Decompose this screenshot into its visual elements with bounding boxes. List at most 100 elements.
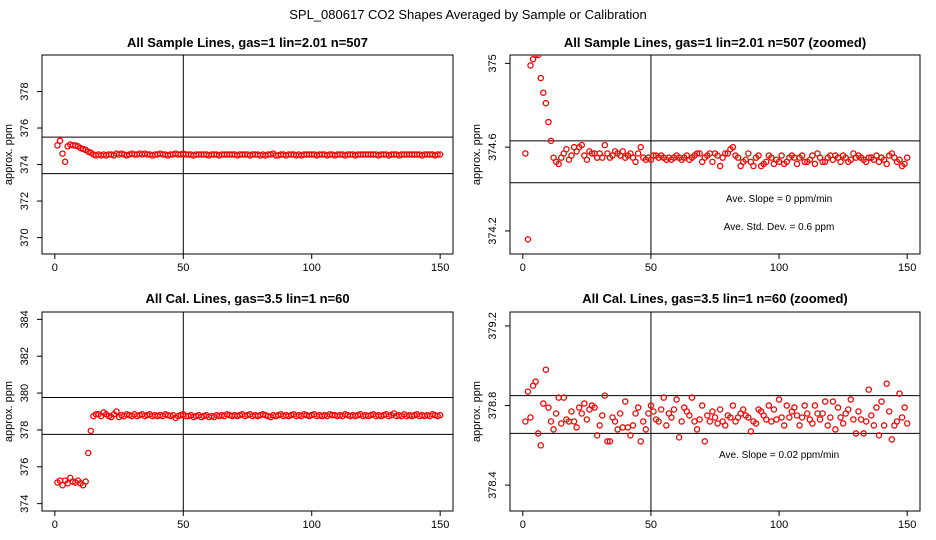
data-point	[747, 428, 755, 435]
data-point	[570, 418, 578, 425]
data-point	[436, 151, 444, 158]
data-point	[696, 150, 703, 157]
data-point	[542, 366, 550, 373]
x-tick-label: 150	[431, 519, 449, 531]
x-tick-label: 50	[645, 262, 657, 274]
data-point	[862, 418, 870, 425]
data-point	[901, 160, 908, 168]
data-point	[868, 412, 875, 419]
x-tick-label: 0	[520, 519, 526, 531]
data-point	[898, 414, 906, 421]
x-tick-label: 150	[431, 262, 449, 274]
data-point	[855, 408, 862, 415]
data-point	[634, 150, 642, 157]
y-axis-label: approx. ppm	[471, 381, 483, 442]
x-tick-label: 0	[52, 519, 58, 531]
plot-frame	[509, 54, 921, 255]
data-point	[716, 162, 724, 170]
data-point	[875, 432, 883, 439]
x-tick-label: 150	[898, 519, 916, 531]
data-point	[693, 426, 701, 433]
data-point	[655, 418, 662, 425]
data-point	[798, 152, 806, 159]
y-tick-label: 374.2	[487, 217, 499, 245]
data-point	[870, 422, 878, 429]
data-point	[696, 416, 703, 423]
data-point	[765, 402, 773, 409]
data-point	[729, 402, 737, 409]
data-point	[673, 396, 680, 403]
data-point	[791, 404, 798, 411]
y-axis-label: approx. ppm	[471, 124, 483, 185]
annotation-text: Ave. Std. Dev. = 0.6 ppm	[724, 222, 835, 233]
data-point	[709, 158, 716, 166]
data-point	[668, 414, 675, 421]
data-point	[829, 398, 837, 405]
x-tick-label: 50	[177, 262, 189, 274]
data-point	[545, 118, 552, 126]
data-point	[434, 151, 441, 158]
data-point	[547, 137, 555, 145]
data-point	[619, 148, 627, 155]
data-point	[583, 416, 591, 423]
x-tick-label: 0	[52, 262, 58, 274]
chart-title: All Sample Lines, gas=1 lin=2.01 n=507	[127, 35, 368, 50]
data-point	[860, 430, 867, 437]
data-point	[775, 158, 783, 166]
data-point	[560, 394, 568, 401]
data-point	[819, 410, 826, 417]
data-point	[599, 154, 606, 161]
x-tick-label: 100	[303, 262, 321, 274]
data-point	[780, 422, 788, 429]
data-point	[611, 418, 619, 425]
data-point	[660, 394, 668, 401]
data-point	[59, 150, 66, 157]
data-point	[763, 158, 770, 166]
data-point	[596, 422, 603, 429]
data-point	[604, 438, 611, 445]
data-point	[850, 416, 857, 423]
data-point	[888, 436, 896, 443]
data-point	[583, 156, 591, 163]
data-point	[711, 414, 719, 421]
data-point	[524, 236, 532, 243]
data-point	[87, 427, 95, 435]
data-point	[903, 420, 911, 427]
data-points	[522, 55, 911, 243]
data-point	[716, 406, 724, 413]
data-point	[886, 408, 893, 415]
data-point	[745, 414, 752, 421]
data-point	[824, 422, 832, 429]
data-point	[84, 449, 92, 457]
data-point	[768, 154, 775, 161]
data-point	[852, 430, 860, 437]
y-tick-label: 376	[19, 458, 31, 476]
y-tick-label: 382	[19, 347, 31, 365]
data-point	[727, 414, 734, 421]
data-point	[632, 158, 639, 166]
data-point	[56, 137, 64, 145]
data-point	[752, 420, 760, 427]
data-point	[675, 434, 683, 441]
data-point	[901, 404, 908, 411]
y-tick-label: 379.2	[487, 312, 499, 340]
data-point	[847, 396, 855, 403]
data-point	[642, 426, 650, 433]
chart-panels: All Sample Lines, gas=1 lin=2.01 n=507 0 5…	[3, 35, 921, 531]
data-point	[709, 408, 716, 415]
chart-title: All Cal. Lines, gas=3.5 lin=1 n=60 (zoom…	[582, 291, 848, 306]
data-point	[537, 74, 545, 82]
y-tick-label: 378	[19, 82, 31, 100]
data-point	[563, 146, 570, 153]
plot-frame	[41, 311, 454, 512]
annotation-text: Ave. Slope = 0.02 ppm/min	[719, 450, 839, 461]
data-point	[599, 412, 606, 419]
chart-panel-2: All Sample Lines, gas=1 lin=2.01 n=507 (…	[471, 35, 921, 274]
data-point	[113, 408, 120, 415]
y-axis-label: approx. ppm	[3, 381, 15, 442]
data-point	[706, 418, 714, 425]
data-point	[601, 141, 609, 149]
data-point	[778, 414, 785, 421]
data-point	[588, 150, 596, 157]
